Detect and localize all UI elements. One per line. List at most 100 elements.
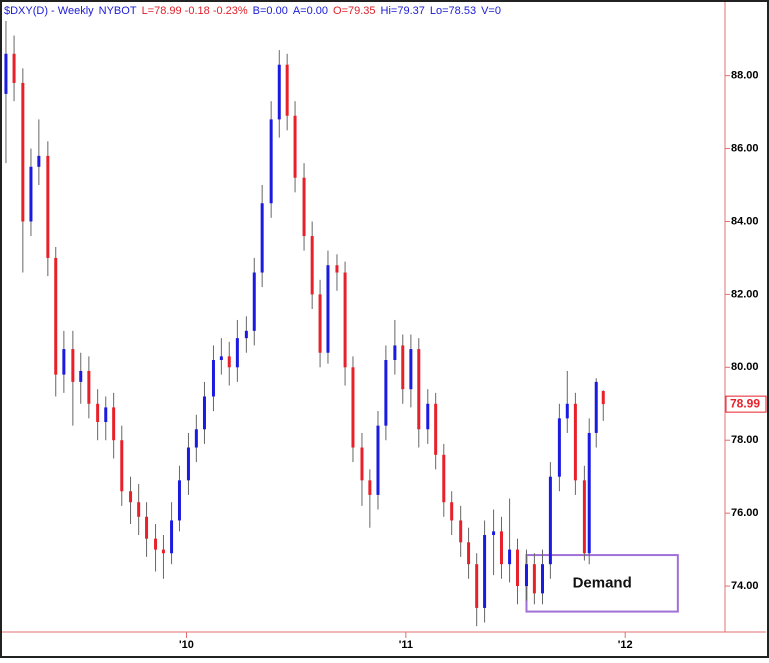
x-tick-label: '11: [399, 639, 413, 651]
candle-body: [46, 155, 50, 258]
candle-body: [601, 391, 605, 405]
candle-body: [417, 349, 421, 430]
candle-body: [540, 564, 544, 594]
candle-body: [112, 407, 116, 441]
candle-body: [548, 476, 552, 565]
candle-body: [129, 491, 133, 503]
candle-body: [557, 418, 561, 477]
candle-body: [393, 345, 397, 361]
candle-body: [235, 338, 239, 368]
header-item: $DXY(D) - Weekly: [4, 5, 94, 17]
candle-body: [104, 407, 108, 422]
candle-body: [384, 360, 388, 426]
candle-body: [137, 502, 141, 517]
candle-body: [351, 367, 355, 448]
header-item: O=79.35: [333, 5, 376, 17]
candle-body: [54, 257, 58, 375]
candle-body: [565, 403, 569, 419]
candle-body: [401, 345, 405, 390]
header: $DXY(D) - Weekly NYBOT L=78.99 -0.18 -0.23…: [4, 5, 501, 17]
candle-body: [12, 53, 16, 83]
candle-body: [532, 564, 536, 594]
candle-body: [186, 447, 190, 481]
candle-body: [499, 531, 503, 565]
candle-body: [594, 381, 598, 433]
candle-body: [194, 429, 198, 448]
x-tick-label: '12: [618, 639, 633, 651]
y-tick-label: 76.00: [731, 507, 759, 519]
y-tick-label: 82.00: [731, 288, 759, 300]
candle-body: [96, 403, 100, 422]
candle-body: [170, 520, 174, 554]
candle-body: [79, 370, 83, 382]
header-item: Lo=78.53: [430, 5, 476, 17]
header-item: V=0: [481, 5, 501, 17]
candle-body: [37, 155, 41, 167]
candle-body: [62, 349, 66, 375]
candle-body: [409, 349, 413, 390]
y-tick-label: 86.00: [731, 142, 759, 154]
x-tick-label: '10: [179, 639, 194, 651]
candle-body: [71, 349, 75, 382]
candle-body: [582, 480, 586, 554]
candle-body: [318, 294, 322, 353]
header-item: Hi=79.37: [381, 5, 425, 17]
candle-body: [343, 272, 347, 368]
y-tick-label: 78.00: [731, 434, 759, 446]
candle-body: [442, 454, 446, 503]
candle-body: [21, 82, 25, 222]
candle-body: [4, 53, 8, 94]
candle-body: [360, 447, 364, 481]
header-item: B=0.00: [253, 5, 288, 17]
y-tick-label: 74.00: [731, 580, 759, 592]
candle-body: [483, 535, 487, 608]
candle-body: [573, 403, 577, 481]
candle-body: [145, 516, 149, 539]
candle-body: [120, 440, 124, 492]
last-price-box: [725, 395, 767, 413]
candle-body: [252, 272, 256, 331]
candle-body: [219, 356, 223, 361]
candle-body: [426, 403, 430, 430]
candle-body: [177, 480, 181, 521]
candle-body: [227, 356, 231, 368]
header-item: L=78.99 -0.18 -0.23%: [142, 5, 248, 17]
candle-body: [302, 177, 306, 237]
candle-body: [87, 370, 91, 404]
y-tick-label: 88.00: [731, 70, 759, 82]
candle-body: [524, 564, 528, 587]
candle-body: [515, 549, 519, 587]
candle-body: [244, 330, 248, 339]
y-tick-label: 84.00: [731, 215, 759, 227]
header-item: NYBOT: [99, 5, 137, 17]
candle-body: [492, 531, 496, 536]
header-item: A=0.00: [293, 5, 328, 17]
candle-body: [310, 236, 314, 295]
candle-body: [285, 64, 289, 116]
candle-body: [202, 396, 206, 430]
candle-body: [450, 502, 454, 521]
candle-body: [475, 564, 479, 608]
candle-body: [277, 64, 281, 120]
candle-body: [161, 549, 165, 554]
candle-body: [508, 549, 512, 565]
last-price-label: 78.99: [730, 396, 760, 410]
candle-body: [335, 265, 339, 273]
candle-body: [376, 425, 380, 495]
zone-label: Demand: [573, 574, 632, 591]
candle-body: [211, 360, 215, 397]
candle-body: [326, 265, 330, 353]
y-tick-label: 80.00: [731, 361, 759, 373]
candle-body: [434, 403, 438, 455]
candle-body: [587, 432, 591, 554]
candle-body: [29, 166, 33, 222]
candle-body: [269, 119, 273, 204]
candle-body: [467, 542, 471, 565]
candle-body: [459, 520, 463, 543]
candle-body: [293, 115, 297, 178]
candle-body: [260, 203, 264, 273]
candle-body: [154, 538, 158, 550]
